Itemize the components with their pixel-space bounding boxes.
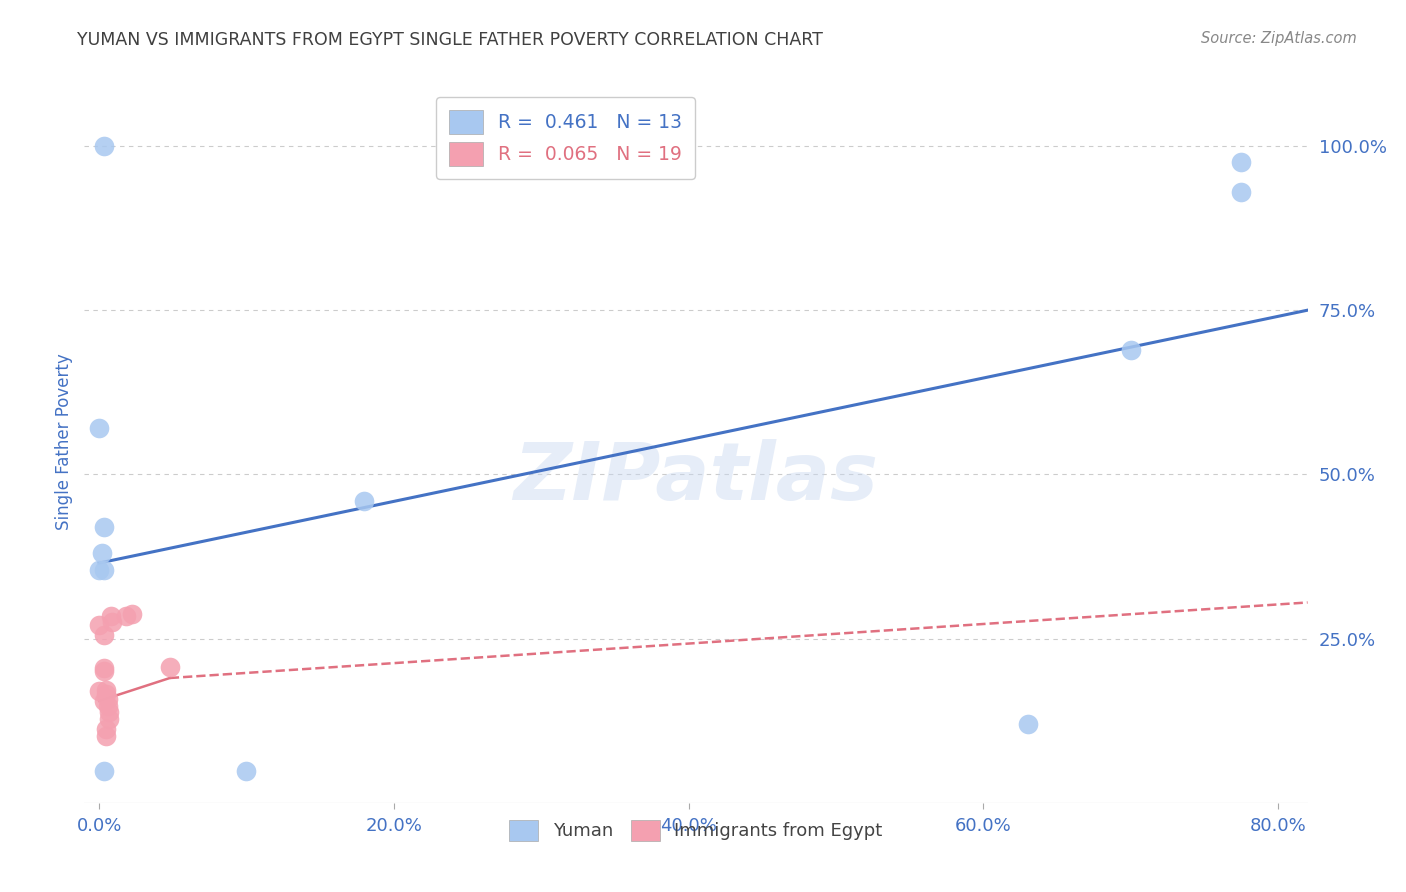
Point xyxy=(87,563,110,577)
Point xyxy=(101,615,124,630)
Text: ZIPatlas: ZIPatlas xyxy=(513,439,879,516)
Point xyxy=(93,694,115,708)
Point xyxy=(1230,155,1253,169)
Point xyxy=(1017,717,1039,731)
Point xyxy=(235,764,257,779)
Point xyxy=(96,682,118,697)
Y-axis label: Single Father Poverty: Single Father Poverty xyxy=(55,353,73,530)
Point xyxy=(93,764,115,779)
Point xyxy=(93,665,115,679)
Point xyxy=(93,628,115,642)
Point xyxy=(87,684,110,698)
Text: Source: ZipAtlas.com: Source: ZipAtlas.com xyxy=(1201,31,1357,46)
Point xyxy=(121,607,143,622)
Point xyxy=(353,493,375,508)
Point xyxy=(93,563,115,577)
Point xyxy=(93,139,115,153)
Point xyxy=(98,705,121,719)
Point xyxy=(1230,185,1253,199)
Point xyxy=(87,618,110,632)
Point xyxy=(97,692,120,706)
Point xyxy=(96,723,118,737)
Point xyxy=(91,546,114,560)
Point xyxy=(93,661,115,675)
Point xyxy=(97,698,120,713)
Point xyxy=(93,520,115,534)
Point xyxy=(87,421,110,435)
Point xyxy=(114,608,136,623)
Point xyxy=(100,608,122,623)
Legend: Yuman, Immigrants from Egypt: Yuman, Immigrants from Egypt xyxy=(502,813,890,848)
Point xyxy=(96,687,118,701)
Point xyxy=(1119,343,1142,357)
Point xyxy=(159,660,181,674)
Point xyxy=(96,729,118,743)
Point xyxy=(98,712,121,726)
Text: YUMAN VS IMMIGRANTS FROM EGYPT SINGLE FATHER POVERTY CORRELATION CHART: YUMAN VS IMMIGRANTS FROM EGYPT SINGLE FA… xyxy=(77,31,823,49)
